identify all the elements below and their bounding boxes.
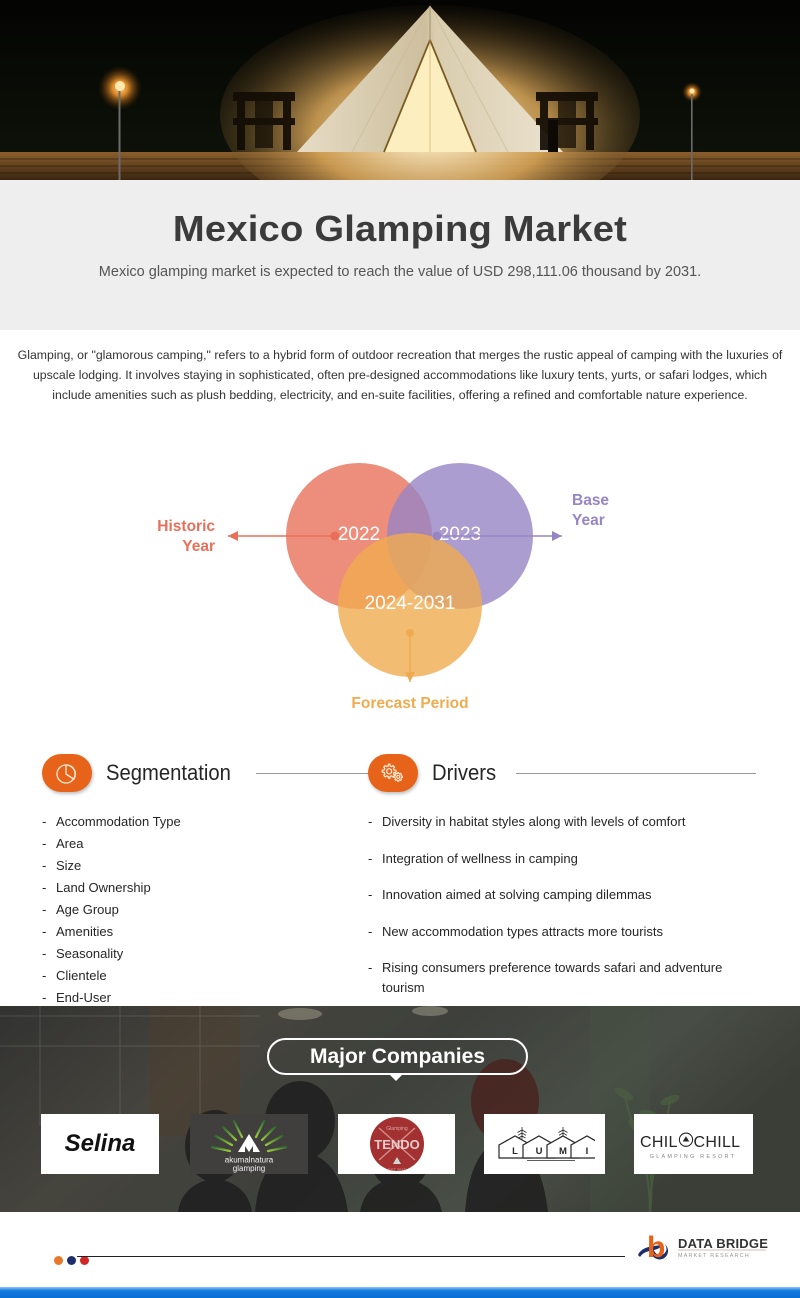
svg-text:CHIL: CHIL	[640, 1134, 678, 1151]
svg-text:Glamping: Glamping	[386, 1126, 408, 1132]
svg-text:DATA BRIDGE: DATA BRIDGE	[678, 1236, 768, 1251]
svg-text:Forecast Period: Forecast Period	[351, 695, 468, 712]
svg-text:Historic: Historic	[157, 518, 215, 535]
svg-text:U: U	[535, 1146, 542, 1157]
svg-text:Year: Year	[572, 512, 605, 529]
svg-text:2023: 2023	[439, 524, 481, 545]
svg-text:Year: Year	[182, 538, 215, 555]
svg-text:GLAMPING RESORT: GLAMPING RESORT	[650, 1154, 736, 1160]
svg-text:TENDO: TENDO	[374, 1137, 420, 1152]
svg-text:Selina: Selina	[65, 1130, 136, 1157]
svg-text:I: I	[585, 1146, 588, 1157]
svg-text:M: M	[559, 1146, 567, 1157]
svg-text:L: L	[512, 1146, 518, 1157]
svg-text:CHILL: CHILL	[694, 1134, 741, 1151]
svg-text:b: b	[647, 1231, 665, 1264]
svg-text:2022: 2022	[338, 524, 380, 545]
svg-text:EST 2015: EST 2015	[388, 1167, 406, 1172]
svg-text:glamping: glamping	[233, 1164, 265, 1173]
svg-text:2024-2031: 2024-2031	[365, 593, 456, 614]
svg-text:Base: Base	[572, 492, 609, 509]
svg-text:MARKET RESEARCH: MARKET RESEARCH	[678, 1253, 750, 1259]
